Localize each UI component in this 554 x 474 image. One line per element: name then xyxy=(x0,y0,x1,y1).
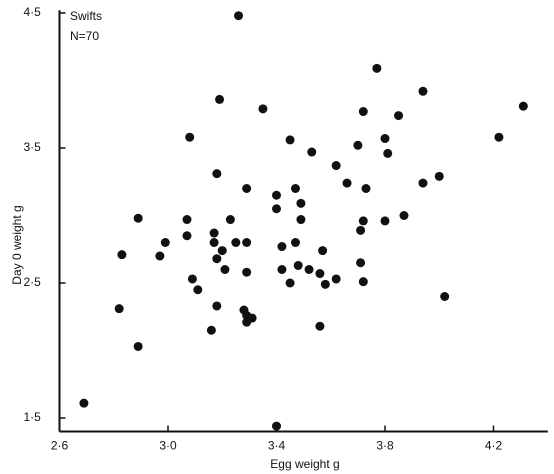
point xyxy=(272,421,281,431)
point xyxy=(399,211,409,220)
point xyxy=(242,267,252,277)
point xyxy=(285,278,295,288)
x-tick-label: 2·6 xyxy=(51,439,69,453)
point xyxy=(182,215,192,225)
point xyxy=(296,198,306,208)
point xyxy=(114,304,124,314)
point xyxy=(434,171,444,181)
point xyxy=(418,86,428,96)
point xyxy=(372,63,382,73)
point xyxy=(307,147,317,157)
y-tick-label: 2·5 xyxy=(24,275,42,289)
point xyxy=(160,238,170,247)
x-tick-label: 3·4 xyxy=(268,439,286,453)
point xyxy=(133,341,143,351)
point xyxy=(225,215,235,225)
point xyxy=(342,178,352,188)
x-tick-label: 3·0 xyxy=(159,439,177,453)
point xyxy=(361,184,371,193)
x-axis-label: Egg weight g xyxy=(270,457,339,471)
point xyxy=(209,228,219,238)
point xyxy=(217,246,227,256)
point xyxy=(394,111,404,121)
point xyxy=(206,325,216,335)
point xyxy=(215,94,225,104)
point xyxy=(296,215,306,225)
point xyxy=(304,265,314,274)
point xyxy=(518,101,528,111)
point xyxy=(187,274,197,284)
point xyxy=(293,260,303,270)
point xyxy=(212,169,222,179)
point xyxy=(272,204,281,214)
point xyxy=(231,238,241,247)
point xyxy=(494,132,504,142)
point xyxy=(209,238,219,247)
point xyxy=(356,258,366,268)
point xyxy=(380,216,390,226)
point xyxy=(418,178,428,188)
point xyxy=(285,135,295,145)
point xyxy=(133,213,143,223)
annotation: N=70 xyxy=(70,29,99,43)
point xyxy=(277,265,287,274)
point xyxy=(155,251,165,261)
point xyxy=(331,161,341,171)
point xyxy=(242,184,252,193)
point xyxy=(440,292,450,301)
point xyxy=(383,148,393,158)
point xyxy=(290,238,300,247)
point xyxy=(272,190,281,200)
point xyxy=(242,238,252,247)
y-tick-label: 3·5 xyxy=(24,140,42,154)
point xyxy=(358,216,368,226)
point xyxy=(234,11,244,21)
point xyxy=(277,242,287,252)
point xyxy=(79,398,89,408)
point xyxy=(318,246,328,256)
point xyxy=(353,140,363,150)
point xyxy=(356,225,366,235)
point xyxy=(182,231,192,241)
point xyxy=(220,265,230,274)
point xyxy=(117,250,127,260)
point xyxy=(380,134,390,144)
point xyxy=(320,279,330,289)
point xyxy=(258,104,268,114)
y-axis-label: Day 0 weight g xyxy=(10,205,24,284)
x-tick-label: 4·2 xyxy=(485,439,503,453)
point xyxy=(358,277,368,287)
point xyxy=(185,132,195,142)
point xyxy=(193,285,203,295)
point xyxy=(247,313,257,323)
x-tick-label: 3·8 xyxy=(376,439,394,453)
point xyxy=(212,301,222,311)
y-tick-label: 1·5 xyxy=(24,410,42,424)
point xyxy=(315,269,325,279)
point xyxy=(212,254,222,264)
point xyxy=(315,321,325,331)
point xyxy=(290,184,300,193)
annotation: Swifts xyxy=(70,9,102,23)
y-tick-label: 4·5 xyxy=(24,5,42,19)
point xyxy=(331,274,341,284)
point xyxy=(358,107,368,117)
